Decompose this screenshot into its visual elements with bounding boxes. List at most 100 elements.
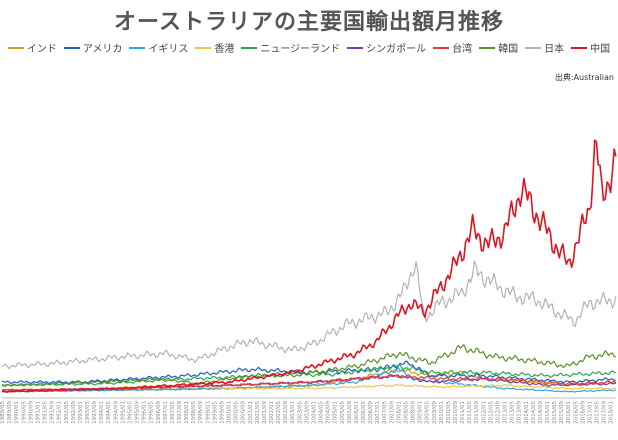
x-tick-label: 2005/01: [333, 401, 339, 424]
x-tick-label: 1994/09: [113, 401, 119, 424]
x-tick-label: 2018/01: [609, 401, 615, 424]
x-tick-label: 2010/09: [453, 401, 459, 424]
x-tick-label: 1991/09: [50, 401, 56, 424]
x-tick-label: 2015/05: [552, 401, 558, 424]
x-tick-label: 1997/09: [177, 401, 183, 424]
x-tick-label: 1995/09: [135, 401, 141, 424]
legend-swatch: [129, 46, 146, 49]
x-tick-label: 2016/01: [566, 401, 572, 424]
x-tick-label: 2007/01: [375, 401, 381, 424]
series-line: [1, 139, 617, 393]
x-tick-label: 1994/05: [106, 401, 112, 424]
x-tick-label: 1991/01: [36, 401, 42, 424]
legend-item: アメリカ: [63, 40, 123, 55]
x-tick-label: 2007/05: [382, 401, 388, 424]
x-tick-label: 2011/05: [467, 401, 473, 424]
x-tick-label: 2012/01: [481, 401, 487, 424]
x-tick-label: 2006/01: [354, 401, 360, 424]
legend-label: 韓国: [498, 44, 519, 55]
x-tick-label: 2006/05: [361, 401, 367, 424]
x-tick-label: 1993/09: [92, 401, 98, 424]
x-tick-label: 2005/05: [340, 401, 346, 424]
x-tick-label: 1992/09: [71, 401, 77, 424]
x-tick-label: 2000/01: [227, 401, 233, 424]
x-tick-label: 1997/05: [170, 401, 176, 424]
legend-item: 中国: [571, 40, 610, 55]
legend-label: イギリス: [148, 44, 189, 55]
x-tick-label: 2014/01: [524, 401, 530, 424]
x-tick-label: 2003/05: [297, 401, 303, 424]
legend-swatch: [241, 46, 258, 49]
legend-label: 日本: [544, 44, 565, 55]
x-tick-label: 2009/01: [418, 401, 424, 424]
x-tick-label: 2017/05: [595, 401, 601, 424]
x-tick-label: 2015/01: [545, 401, 551, 424]
legend-item: ニュージーランド: [241, 40, 340, 55]
x-tick-label: 2003/09: [304, 401, 310, 424]
x-tick-label: 2010/01: [439, 401, 445, 424]
legend-swatch: [7, 46, 24, 49]
x-tick-label: 2000/05: [234, 401, 240, 424]
x-tick-label: 1993/05: [85, 401, 91, 424]
legend-swatch: [63, 46, 80, 49]
x-tick-label: 1998/05: [191, 401, 197, 424]
x-tick-label: 2012/05: [488, 401, 494, 424]
legend: インド アメリカ イギリス 香港 ニュージーランド シンガポール 台湾 韓国 日本 中国: [0, 40, 618, 55]
x-tick-label: 1991/05: [43, 401, 49, 424]
x-tick-label: 2000/09: [241, 401, 247, 424]
x-tick-label: 1999/01: [205, 401, 211, 424]
x-tick-label: 1995/05: [128, 401, 134, 424]
x-tick-label: 2009/09: [432, 401, 438, 424]
series-layer: [1, 139, 617, 393]
legend-label: シンガポール: [366, 44, 427, 55]
x-tick-label: 2008/09: [411, 401, 417, 424]
legend-label: 中国: [590, 44, 611, 55]
legend-item: 韓国: [479, 40, 518, 55]
legend-item: シンガポール: [347, 40, 426, 55]
x-tick-label: 2011/09: [474, 401, 480, 424]
legend-item: イギリス: [129, 40, 188, 55]
x-tick-label: 2002/01: [269, 401, 275, 424]
legend-swatch: [433, 46, 450, 49]
x-tick-label: 1998/09: [198, 401, 204, 424]
x-tick-label: 2016/09: [580, 401, 586, 424]
x-tick-label: 1989/09: [7, 401, 13, 424]
x-tick-label: 2001/09: [262, 401, 268, 424]
x-tick-label: 1998/01: [184, 401, 190, 424]
legend-label: インド: [26, 44, 57, 55]
legend-item: 香港: [195, 40, 234, 55]
legend-swatch: [479, 46, 496, 49]
x-tick-label: 2006/09: [368, 401, 374, 424]
x-tick-label: 2015/09: [559, 401, 565, 424]
x-tick-label: 2009/05: [425, 401, 431, 424]
x-tick-label: 1996/01: [142, 401, 148, 424]
legend-swatch: [195, 46, 212, 49]
x-tick-label: 2017/09: [602, 401, 608, 424]
legend-label: アメリカ: [82, 44, 123, 55]
x-tick-label: 2016/05: [573, 401, 579, 424]
legend-item: インド: [7, 40, 57, 55]
x-tick-label: 1989/05: [0, 401, 6, 424]
x-tick-label: 2004/05: [319, 401, 325, 424]
x-tick-label: 1994/01: [99, 401, 105, 424]
x-tick-label: 2013/09: [517, 401, 523, 424]
series-line: [1, 344, 616, 387]
legend-item: 日本: [525, 40, 564, 55]
x-tick-label: 2014/09: [538, 401, 544, 424]
x-tick-label: 2011/01: [460, 401, 466, 424]
x-tick-label: 2001/01: [248, 401, 254, 424]
legend-swatch: [571, 46, 588, 49]
x-tick-label: 2002/05: [276, 401, 282, 424]
x-tick-label: 2013/01: [503, 401, 509, 424]
x-tick-label: 2005/09: [347, 401, 353, 424]
legend-label: ニュージーランド: [260, 44, 341, 55]
legend-swatch: [347, 46, 364, 49]
x-tick-label: 1997/01: [163, 401, 169, 424]
x-tick-label: 1996/05: [149, 401, 155, 424]
x-tick-label: 2014/05: [531, 401, 537, 424]
series-line: [1, 260, 617, 370]
legend-label: 香港: [214, 44, 235, 55]
series-line: [1, 367, 617, 393]
x-tick-label: 1996/09: [156, 401, 162, 424]
